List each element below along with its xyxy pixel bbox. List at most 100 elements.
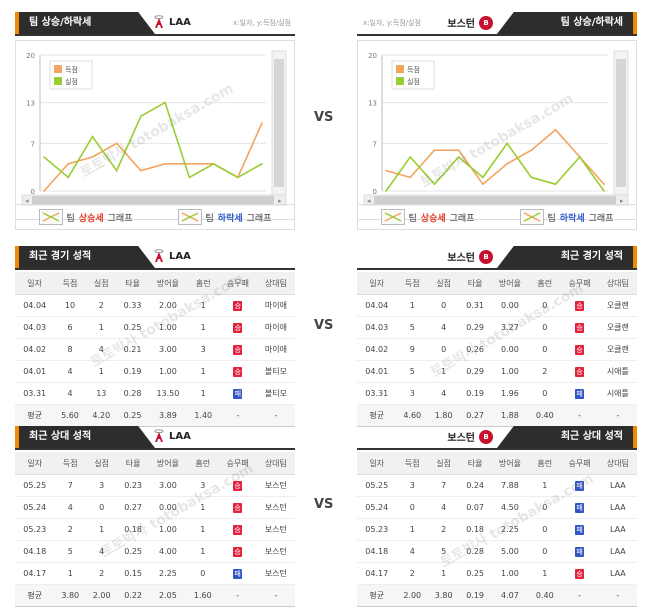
legend-up-right: 팀 상승세 그래프 [380, 209, 474, 225]
h-scrollbar-thumb[interactable] [32, 196, 274, 204]
table-cell: 1 [396, 294, 428, 317]
table-cell: 0.26 [459, 338, 491, 361]
table-cell: LAA [598, 540, 637, 563]
scroll-right-icon[interactable]: ▸ [620, 197, 624, 205]
table-cell: 0 [427, 338, 460, 361]
table-cell: 0.28 [459, 540, 491, 563]
table-row: 05.23 1 2 0.18 2.25 0 패 LAA [357, 518, 637, 541]
table-cell: 1 [187, 316, 219, 339]
average-row: 평균 2.00 3.80 0.19 4.07 0.40- - [357, 584, 637, 607]
table-cell: 1 [54, 562, 86, 585]
angels-logo-icon [154, 15, 164, 28]
table-cell: 04.18 [357, 540, 397, 563]
result-cell: 승 [560, 294, 599, 317]
data-point [482, 183, 484, 185]
table-cell: 4 [427, 382, 460, 405]
vs-label-trend: VS [314, 110, 334, 125]
result-cell: 승 [560, 316, 599, 339]
average-row: 평균 4.60 1.80 0.27 1.88 0.40- - [357, 404, 637, 427]
average-cell: 2.00 [396, 584, 428, 607]
table-cell: 4 [396, 540, 428, 563]
data-point [212, 163, 215, 165]
data-point [603, 190, 605, 192]
column-header: 상대팀 [256, 272, 295, 295]
table-row: 04.01 5 1 0.29 1.00 2 승 시애틀 [357, 360, 637, 383]
table-cell: 0.24 [459, 474, 491, 497]
table-cell: 3.27 [490, 316, 530, 339]
y-tick-label: 0 [31, 188, 35, 196]
table-row: 04.03 5 4 0.29 3.27 0 승 오클랜 [357, 316, 637, 339]
legend-swatch [54, 65, 62, 73]
table-cell: LAA [598, 562, 637, 585]
table-cell: 4 [427, 496, 460, 519]
table-cell: 1 [529, 562, 561, 585]
table-cell: 보스턴 [256, 496, 295, 519]
table-cell: LAA [598, 496, 637, 519]
legend-swatch [54, 77, 62, 85]
h-scrollbar-thumb[interactable] [374, 196, 616, 204]
column-header: 승무패 [560, 272, 599, 295]
data-point [164, 163, 166, 165]
data-point [482, 176, 484, 179]
recent-title-right: 최근 경기 성적 [497, 246, 637, 268]
column-header: 실점 [85, 452, 118, 475]
column-header: 일자 [357, 272, 397, 295]
table-cell: 1.00 [148, 518, 188, 541]
table-cell: 0.25 [459, 562, 491, 585]
h2h-header-right: 최근 상대 성적 보스턴 B [357, 426, 637, 450]
scroll-right-icon[interactable]: ▸ [278, 197, 282, 205]
table-cell: 0.21 [116, 338, 149, 361]
loss-badge: 패 [233, 568, 243, 579]
recent-header-left: 최근 경기 성적 LAA [15, 246, 295, 270]
table-cell: 보스턴 [256, 540, 295, 563]
result-cell: 승 [218, 496, 257, 519]
table-cell: 0 [529, 338, 561, 361]
average-cell: 0.19 [459, 584, 491, 607]
table-cell: 7.88 [490, 474, 530, 497]
column-header: 방어율 [490, 272, 530, 295]
loss-badge: 패 [575, 480, 585, 491]
table-cell: 5 [427, 540, 460, 563]
scroll-left-icon[interactable]: ◂ [367, 197, 371, 205]
average-cell: 1.60 [187, 584, 219, 607]
data-point [457, 156, 460, 158]
column-header: 홈런 [187, 272, 219, 295]
table-cell: 5 [54, 540, 86, 563]
trend-panel-right: 팀 상승/하락세 보스턴 B x:일자, y:득점/실점 20 13 7 0 득점 실점 ◂… [357, 12, 637, 230]
trend-panel-left: 팀 상승/하락세 LAA x:일자, y:득점/실점 20 13 7 0 득점 실점 ◂ ▸ … [15, 12, 295, 230]
recent-panel-right: 최근 경기 성적 보스턴 B 일자 득점 실점 타율 방어율 홈런 승무패 상대팀 04.04 1… [357, 246, 637, 427]
table-cell: 03.31 [15, 382, 55, 405]
table-cell: LAA [598, 518, 637, 541]
average-cell: 평균 [357, 584, 397, 607]
table-cell: 0 [187, 562, 219, 585]
column-header: 타율 [459, 272, 491, 295]
table-cell: 1.00 [148, 316, 188, 339]
data-point [530, 149, 533, 151]
average-cell: 3.80 [427, 584, 460, 607]
table-cell: 2 [54, 518, 86, 541]
data-point [385, 190, 387, 192]
win-badge: 승 [575, 322, 585, 333]
table-row: 03.31 3 4 0.19 1.96 0 패 시애틀 [357, 382, 637, 405]
recent-header-right: 최근 경기 성적 보스턴 B [357, 246, 637, 270]
v-scrollbar-thumb[interactable] [616, 59, 626, 187]
table-cell: 04.04 [357, 294, 397, 317]
data-point [140, 115, 142, 117]
y-tick-label: 13 [26, 100, 35, 108]
result-cell: 승 [560, 338, 599, 361]
average-cell: 1.40 [187, 404, 219, 427]
angels-logo-icon [154, 249, 164, 262]
table-cell: 1 [529, 474, 561, 497]
trend-header-right: 팀 상승/하락세 보스턴 B x:일자, y:득점/실점 [357, 12, 637, 36]
loss-badge: 패 [575, 502, 585, 513]
column-header: 타율 [117, 452, 149, 475]
result-cell: 승 [218, 474, 257, 497]
table-cell: 0.23 [117, 474, 149, 497]
table-cell: 05.24 [357, 496, 397, 519]
table-cell: 5 [396, 316, 428, 339]
average-cell: - [560, 404, 599, 427]
y-tick-label: 0 [373, 188, 377, 196]
scroll-left-icon[interactable]: ◂ [25, 197, 29, 205]
v-scrollbar-thumb[interactable] [274, 59, 284, 187]
column-header: 승무패 [218, 272, 257, 295]
